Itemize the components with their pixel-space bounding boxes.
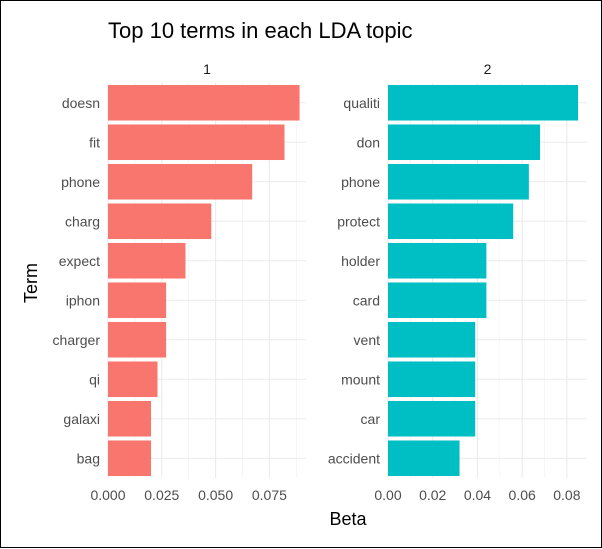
bar-holder <box>388 242 487 279</box>
term-label: iphon <box>66 292 100 308</box>
bar-accident <box>388 440 460 477</box>
bar-mount <box>388 361 476 398</box>
x-tick-label: 0.04 <box>464 487 491 503</box>
term-label: card <box>353 292 380 308</box>
x-tick-label: 0.025 <box>144 487 179 503</box>
bar-fit <box>108 124 285 161</box>
x-tick-label: 0.075 <box>252 487 287 503</box>
chart-title: Top 10 terms in each LDA topic <box>108 18 413 43</box>
x-tick-label: 0.00 <box>374 487 401 503</box>
bar-iphon <box>108 282 167 319</box>
bar-phone <box>388 163 529 200</box>
bar-don <box>388 124 541 161</box>
bar-protect <box>388 203 514 240</box>
x-tick-label: 0.000 <box>90 487 125 503</box>
bar-galaxi <box>108 400 152 437</box>
bar-qi <box>108 361 158 398</box>
term-label: accident <box>328 450 380 466</box>
term-label: galaxi <box>63 411 100 427</box>
panel-strip-label: 1 <box>203 61 211 77</box>
bar-car <box>388 400 476 437</box>
panel-strip-label: 2 <box>484 61 492 77</box>
term-label: phone <box>61 174 100 190</box>
bar-card <box>388 282 487 319</box>
term-label: mount <box>341 371 380 387</box>
term-label: expect <box>59 253 100 269</box>
x-tick-label: 0.08 <box>553 487 580 503</box>
x-tick-label: 0.06 <box>509 487 536 503</box>
term-label: car <box>361 411 381 427</box>
term-label: qi <box>89 371 100 387</box>
bar-qualiti <box>388 84 579 121</box>
y-axis-title: Term <box>21 263 41 303</box>
term-label: bag <box>77 450 100 466</box>
term-label: don <box>357 134 380 150</box>
bar-charger <box>108 321 167 358</box>
bar-expect <box>108 242 186 279</box>
panel-1: 10.000 0.025 0.050 0.075doesnfitphonecharge… <box>53 61 306 503</box>
term-label: charg <box>65 213 100 229</box>
facet-panels: 10.000 0.025 0.050 0.075doesnfitphonecharge… <box>53 61 587 503</box>
term-label: protect <box>337 213 380 229</box>
term-label: vent <box>354 332 381 348</box>
term-label: fit <box>89 134 100 150</box>
x-tick-label: 0.050 <box>198 487 233 503</box>
term-label: doesn <box>62 95 100 111</box>
bar-doesn <box>108 84 300 121</box>
bar-charg <box>108 203 212 240</box>
bar-vent <box>388 321 476 358</box>
bar-phone <box>108 163 253 200</box>
term-label: holder <box>341 253 380 269</box>
term-label: charger <box>53 332 101 348</box>
x-tick-label: 0.02 <box>419 487 446 503</box>
bar-bag <box>108 440 152 477</box>
x-axis-title: Beta <box>329 509 367 529</box>
panel-2: 2 0.00 0.02 0.04 0.06 0.08 qualiti don phone prot… <box>328 61 587 503</box>
term-label: phone <box>341 174 380 190</box>
term-label: qualiti <box>343 95 380 111</box>
